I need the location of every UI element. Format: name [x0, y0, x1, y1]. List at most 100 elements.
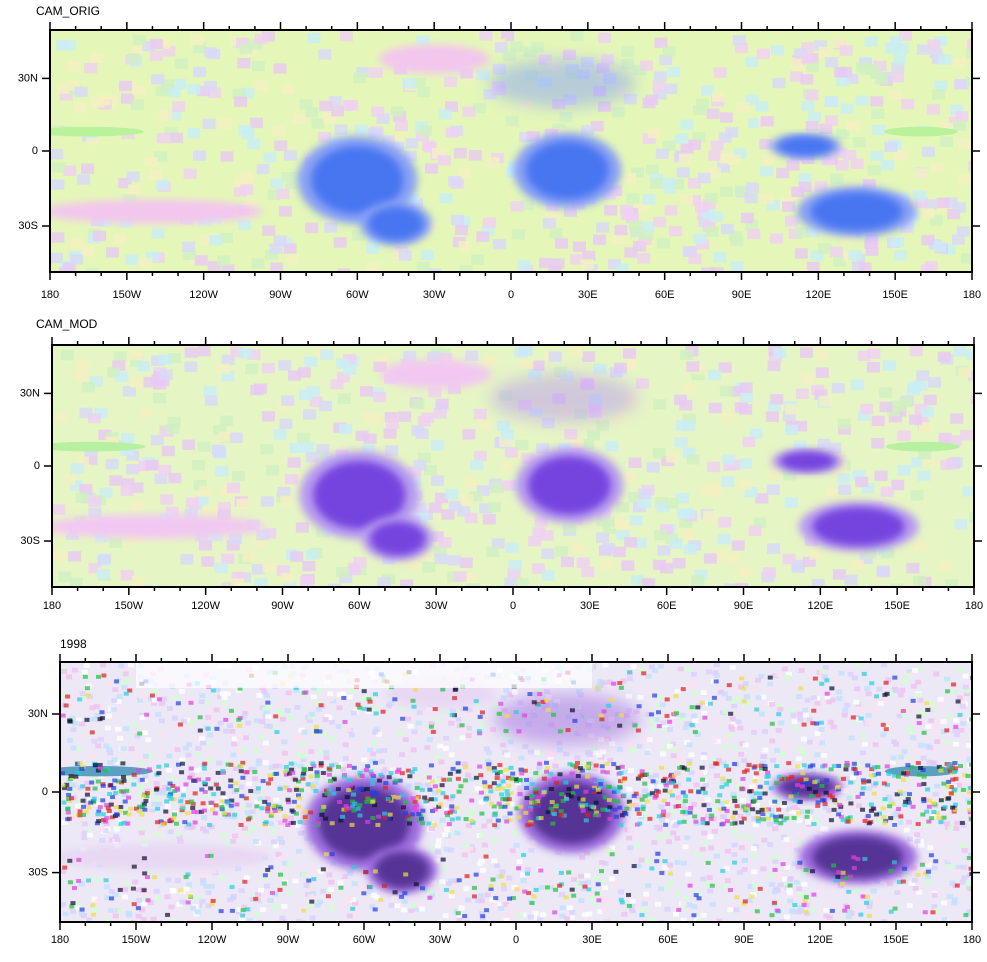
field-pixel	[480, 914, 485, 918]
field-pixel	[180, 554, 193, 564]
field-pixel	[114, 351, 127, 361]
field-pixel	[438, 759, 444, 764]
field-pixel	[830, 174, 843, 184]
field-pixel	[273, 126, 286, 136]
field-pixel	[201, 815, 207, 820]
field-pixel	[419, 907, 425, 912]
field-pixel	[676, 420, 689, 430]
field-pixel	[770, 233, 783, 243]
field-pixel	[155, 712, 161, 717]
field-pixel	[954, 821, 960, 826]
field-pixel	[355, 910, 361, 915]
field-pixel	[375, 823, 380, 827]
field-pixel	[908, 730, 914, 735]
field-pixel	[495, 891, 501, 896]
field-pixel	[182, 820, 187, 824]
field-pixel	[585, 775, 590, 779]
field-pixel	[867, 362, 880, 372]
field-pixel	[714, 673, 720, 678]
field-pixel	[792, 903, 797, 907]
field-pixel	[245, 721, 251, 726]
field-pixel	[222, 811, 227, 815]
field-pixel	[946, 780, 951, 784]
field-pixel	[464, 817, 469, 821]
field-pixel	[636, 864, 642, 869]
field-pixel	[804, 698, 810, 703]
field-pixel	[308, 894, 314, 899]
field-pixel	[709, 403, 722, 413]
field-pixel	[281, 904, 287, 909]
field-pixel	[581, 798, 586, 802]
field-pixel	[683, 794, 688, 798]
field-pixel	[347, 778, 352, 782]
field-pixel	[800, 347, 813, 357]
field-pixel	[552, 587, 565, 597]
field-pixel	[435, 554, 448, 564]
field-pixel	[825, 57, 838, 67]
field-pixel	[721, 224, 734, 234]
field-pixel	[109, 475, 122, 485]
field-pixel	[714, 67, 727, 77]
field-pixel	[794, 848, 800, 853]
field-pixel	[414, 460, 427, 470]
field-pixel	[154, 788, 159, 792]
field-pixel	[140, 778, 145, 782]
field-pixel	[860, 404, 873, 414]
field-pixel	[296, 805, 301, 809]
field-pixel	[842, 909, 847, 913]
field-pixel	[653, 448, 666, 458]
field-pixel	[639, 667, 645, 672]
map-figure: CAM_ORIG180150W120W90W60W30W030E60E90E12…	[0, 0, 987, 957]
field-pixel	[256, 693, 262, 698]
field-pixel	[614, 225, 627, 235]
field-pixel	[74, 371, 87, 381]
field-pixel	[836, 696, 842, 701]
field-pixel	[252, 776, 258, 781]
field-pixel	[362, 412, 375, 422]
field-pixel	[971, 394, 984, 404]
field-pixel	[199, 736, 205, 741]
field-pixel	[95, 898, 101, 903]
field-pixel	[61, 669, 67, 674]
field-pixel	[537, 692, 542, 696]
field-pixel	[921, 208, 934, 218]
field-pixel	[953, 725, 958, 729]
field-pixel	[967, 39, 980, 49]
field-pixel	[666, 839, 672, 844]
field-pixel	[145, 157, 158, 167]
field-pixel	[676, 908, 681, 912]
field-pixel	[279, 840, 285, 845]
field-pixel	[549, 807, 554, 811]
field-pixel	[914, 541, 927, 551]
field-pixel	[415, 786, 420, 790]
field-pixel	[440, 783, 445, 787]
field-pixel	[650, 178, 663, 188]
field-pixel	[959, 174, 972, 184]
field-pixel	[250, 385, 263, 395]
field-pixel	[118, 663, 124, 668]
field-pixel	[550, 800, 555, 804]
field-pixel	[680, 713, 686, 718]
field-pixel	[491, 859, 497, 864]
field-pixel	[810, 869, 815, 873]
field-pixel	[443, 913, 449, 918]
field-pixel	[514, 710, 519, 714]
field-pixel	[506, 912, 512, 917]
field-pixel	[728, 712, 733, 716]
field-pixel	[819, 740, 825, 745]
field-pixel	[465, 350, 478, 360]
field-pixel	[115, 727, 121, 732]
field-pixel	[407, 822, 412, 826]
field-pixel	[337, 800, 342, 804]
field-pixel	[772, 78, 785, 88]
field-pixel	[688, 682, 694, 687]
field-pixel	[688, 811, 693, 815]
field-pixel	[695, 202, 708, 212]
field-pixel	[303, 883, 309, 888]
field-pixel	[744, 913, 750, 918]
field-pixel	[838, 484, 851, 494]
field-pixel	[250, 118, 263, 128]
field-pixel	[274, 63, 287, 73]
field-pixel	[425, 163, 438, 173]
field-pixel	[516, 815, 521, 819]
